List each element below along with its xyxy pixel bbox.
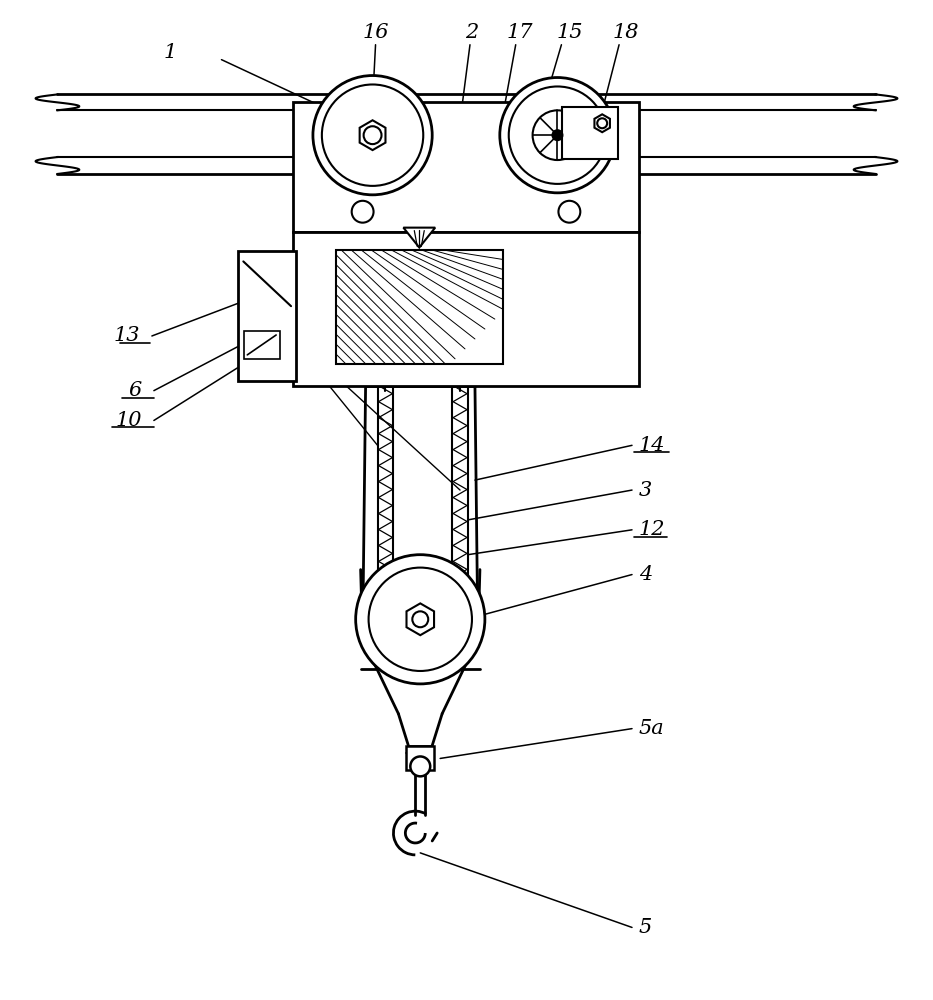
- Text: 18: 18: [613, 23, 639, 42]
- Text: 13: 13: [114, 326, 140, 345]
- Text: 14: 14: [639, 436, 665, 455]
- Circle shape: [412, 611, 428, 627]
- Polygon shape: [594, 114, 610, 132]
- Text: 15: 15: [556, 23, 582, 42]
- Bar: [336, 250, 503, 364]
- Text: 1: 1: [163, 43, 176, 62]
- Text: 4: 4: [639, 565, 652, 584]
- Circle shape: [322, 84, 424, 186]
- Circle shape: [411, 756, 430, 776]
- Text: 2: 2: [466, 23, 479, 42]
- Text: 3: 3: [639, 481, 652, 500]
- Bar: [293, 232, 639, 386]
- Text: 17: 17: [507, 23, 533, 42]
- Text: 12: 12: [639, 520, 665, 539]
- Circle shape: [355, 555, 485, 684]
- Text: 5: 5: [639, 918, 652, 937]
- Circle shape: [552, 130, 563, 140]
- Circle shape: [352, 201, 373, 223]
- Circle shape: [533, 110, 582, 160]
- Bar: [563, 107, 618, 159]
- Polygon shape: [403, 228, 435, 248]
- Circle shape: [559, 201, 580, 223]
- Text: 5a: 5a: [639, 719, 664, 738]
- Circle shape: [500, 78, 615, 193]
- Circle shape: [369, 568, 472, 671]
- Polygon shape: [407, 603, 434, 635]
- Text: 6: 6: [129, 381, 142, 400]
- Bar: [244, 331, 280, 359]
- Circle shape: [364, 126, 382, 144]
- Bar: [407, 746, 434, 770]
- Bar: [293, 102, 639, 232]
- Circle shape: [508, 86, 606, 184]
- Bar: [238, 251, 296, 381]
- Circle shape: [597, 118, 607, 128]
- Polygon shape: [359, 120, 385, 150]
- Text: 10: 10: [116, 411, 142, 430]
- Circle shape: [313, 76, 432, 195]
- Text: 16: 16: [362, 23, 389, 42]
